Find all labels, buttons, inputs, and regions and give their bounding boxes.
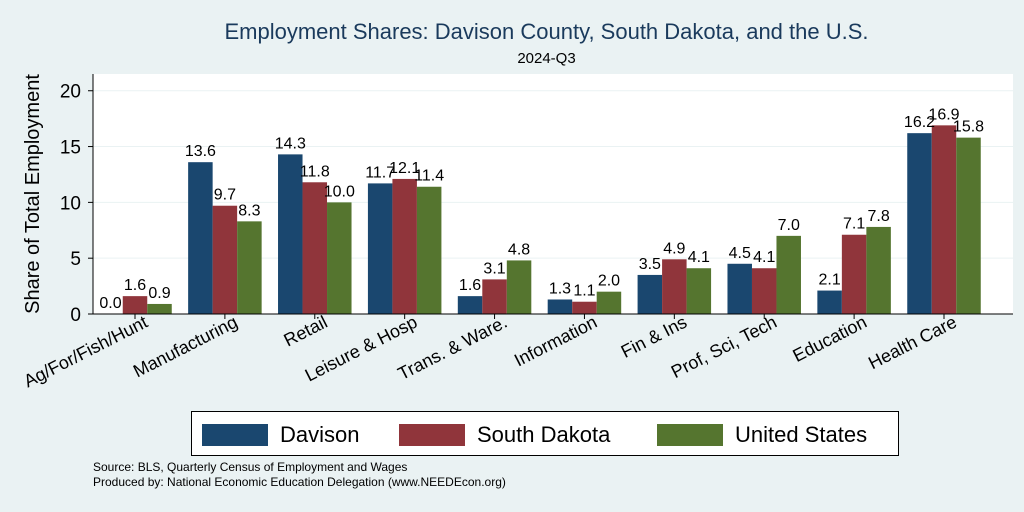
data-label-united-states-education: 7.8	[867, 208, 889, 225]
data-label-davison-prof-sci-tech: 4.5	[729, 245, 751, 262]
x-tick-label-health-care: Health Care	[865, 312, 960, 373]
data-label-davison-leisure-hosp: 11.7	[365, 164, 395, 181]
y-axis-label: Share of Total Employment	[22, 74, 44, 314]
bar-davison-health-care	[907, 133, 932, 314]
bar-united-states-ag-for-fish-hunt	[147, 303, 172, 314]
y-tick-label: 5	[70, 249, 81, 270]
y-tick-label: 0	[70, 305, 81, 326]
data-label-united-states-manufacturing: 8.3	[238, 202, 260, 219]
bar-united-states-manufacturing	[237, 221, 262, 314]
bar-south-dakota-information	[572, 301, 597, 314]
data-label-south-dakota-leisure-hosp: 12.1	[389, 160, 420, 177]
legend-swatch-south-dakota	[399, 424, 465, 446]
bar-davison-leisure-hosp	[367, 183, 393, 314]
bars	[122, 125, 981, 314]
bar-united-states-trans-ware	[506, 260, 532, 314]
data-label-south-dakota-information: 1.1	[573, 283, 595, 300]
bar-united-states-leisure-hosp	[416, 186, 442, 314]
data-label-south-dakota-health-care: 16.9	[928, 106, 959, 123]
bar-south-dakota-manufacturing	[212, 205, 238, 314]
x-tick-label-education: Education	[790, 312, 870, 366]
y-tick-label: 10	[60, 193, 81, 214]
x-tick-label-retail: Retail	[280, 312, 330, 351]
legend-label-south-dakota: South Dakota	[477, 422, 611, 447]
bar-davison-information	[547, 299, 573, 314]
legend-item-south-dakota: South Dakota	[399, 422, 610, 448]
bar-united-states-prof-sci-tech	[776, 235, 801, 314]
data-label-united-states-retail: 10.0	[324, 183, 355, 200]
bar-south-dakota-prof-sci-tech	[751, 268, 777, 314]
bar-united-states-retail	[327, 202, 352, 314]
bar-south-dakota-leisure-hosp	[392, 178, 417, 314]
data-label-united-states-fin-ins: 4.1	[688, 249, 710, 266]
legend-swatch-davison	[202, 424, 268, 446]
y-tick-label: 20	[60, 82, 81, 103]
data-label-davison-ag-for-fish-hunt: 0.0	[99, 295, 121, 312]
chart-subtitle: 2024-Q3	[517, 50, 576, 67]
bar-south-dakota-health-care	[931, 125, 957, 314]
data-label-united-states-leisure-hosp: 11.4	[414, 168, 444, 185]
bar-south-dakota-ag-for-fish-hunt	[122, 296, 148, 314]
x-tick-label-fin-ins: Fin & Ins	[618, 312, 690, 362]
chart-title: Employment Shares: Davison County, South…	[224, 19, 869, 44]
x-tick-label-ag-for-fish-hunt: Ag/For/Fish/Hunt	[21, 312, 151, 392]
source-line: Source: BLS, Quarterly Census of Employm…	[93, 460, 408, 474]
bar-davison-manufacturing	[188, 162, 213, 314]
bar-davison-retail	[278, 154, 303, 314]
source-note: Source: BLS, Quarterly Census of Employm…	[93, 460, 506, 490]
legend-item-united-states: United States	[657, 422, 867, 448]
bar-davison-prof-sci-tech	[727, 263, 752, 314]
bar-united-states-information	[596, 291, 622, 314]
data-label-south-dakota-retail: 11.8	[300, 163, 330, 180]
producer-line: Produced by: National Economic Education…	[93, 475, 506, 489]
bar-united-states-education	[866, 226, 891, 314]
bar-united-states-health-care	[956, 137, 981, 314]
data-label-davison-health-care: 16.2	[904, 114, 935, 131]
data-label-davison-trans-ware: 1.6	[459, 277, 481, 294]
bar-south-dakota-trans-ware	[482, 279, 507, 314]
data-labels: 0.01.6 0.913.69.78.314.311.810.011.712.11…	[99, 106, 984, 312]
data-label-united-states-health-care: 15.8	[953, 119, 984, 136]
bar-davison-trans-ware	[457, 296, 483, 314]
legend-swatch-united-states	[657, 424, 723, 446]
data-label-davison-education: 2.1	[818, 272, 840, 289]
bar-united-states-fin-ins	[686, 268, 712, 314]
data-label-south-dakota-education: 7.1	[843, 216, 865, 233]
data-label-davison-retail: 14.3	[275, 135, 306, 152]
data-label-south-dakota-ag-for-fish-hunt: 1.6	[124, 277, 146, 294]
bar-south-dakota-fin-ins	[662, 259, 687, 314]
bar-davison-education	[817, 290, 842, 314]
data-label-united-states-trans-ware: 4.8	[508, 241, 530, 258]
bar-south-dakota-retail	[302, 182, 328, 314]
data-label-south-dakota-prof-sci-tech: 4.1	[753, 249, 775, 266]
data-label-davison-information: 1.3	[549, 280, 571, 297]
data-label-south-dakota-trans-ware: 3.1	[483, 260, 505, 277]
data-label-united-states-ag-for-fish-hunt: 0.9	[148, 285, 170, 302]
data-label-davison-fin-ins: 3.5	[639, 256, 661, 273]
bar-davison-fin-ins	[637, 274, 663, 314]
legend-label-davison: Davison	[280, 422, 360, 447]
data-label-south-dakota-manufacturing: 9.7	[214, 187, 236, 204]
data-label-davison-manufacturing: 13.6	[185, 143, 216, 160]
legend-label-united-states: United States	[735, 422, 868, 447]
y-tick-label: 15	[60, 138, 81, 159]
x-tick-label-information: Information	[511, 312, 600, 371]
bar-south-dakota-education	[841, 234, 867, 314]
legend-item-davison: Davison	[202, 422, 359, 448]
legend: Davison South Dakota United States	[191, 411, 899, 456]
data-label-south-dakota-fin-ins: 4.9	[663, 240, 685, 257]
data-label-united-states-prof-sci-tech: 7.0	[778, 217, 800, 234]
data-label-united-states-information: 2.0	[598, 273, 620, 290]
